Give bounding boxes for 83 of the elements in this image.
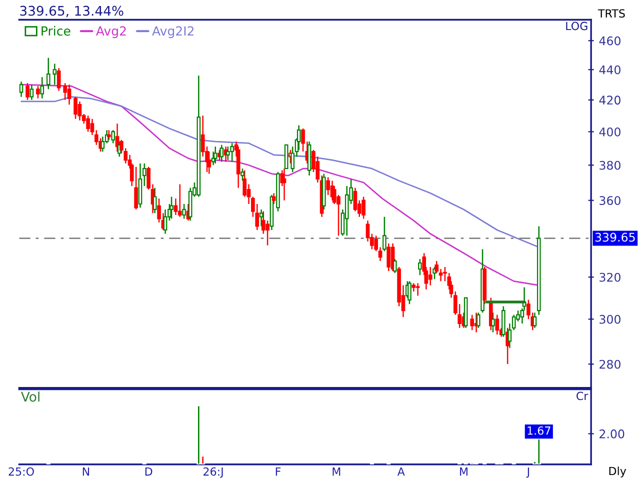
data-label: 1.67	[528, 426, 550, 435]
candlestick	[236, 146, 240, 188]
candlestick	[438, 268, 443, 282]
candlestick	[78, 100, 82, 122]
candlestick	[178, 184, 182, 218]
candlestick	[272, 192, 276, 205]
candlestick	[170, 196, 174, 220]
legend-label: Avg2I2	[152, 26, 194, 38]
candlestick	[382, 216, 386, 252]
candlestick	[174, 198, 178, 216]
candlestick	[353, 187, 358, 212]
candlestick	[476, 312, 480, 329]
candlestick	[52, 63, 57, 86]
x-tick-label: A	[397, 467, 405, 476]
x-tick-label: M	[332, 467, 340, 476]
candlestick	[230, 142, 234, 162]
candlestick	[366, 220, 370, 242]
candlestick	[408, 280, 412, 305]
y-tick-label: 280	[600, 360, 620, 369]
candlestick	[428, 266, 432, 286]
candlestick	[362, 196, 366, 220]
x-tick-label: 25:O	[8, 467, 34, 476]
candlestick	[491, 312, 495, 333]
candlestick	[40, 76, 44, 100]
y-tick-label: 400	[599, 127, 620, 136]
candlestick	[386, 242, 391, 272]
y-tick-label: 380	[600, 160, 620, 170]
x-tick-label: J	[526, 467, 530, 478]
candlestick	[134, 166, 138, 210]
candlestick	[418, 258, 422, 276]
candlestick	[213, 146, 218, 164]
chart-title: 339.65, 13.44%	[20, 6, 124, 18]
candlestick	[266, 220, 270, 246]
candlestick	[416, 282, 420, 296]
candlestick	[495, 314, 500, 336]
y-tick-label: 440	[599, 65, 620, 74]
candlestick	[152, 187, 157, 214]
candlestick	[207, 150, 212, 174]
candlestick	[470, 314, 474, 331]
legend-label: Price	[42, 26, 70, 36]
candlestick	[532, 312, 537, 329]
candlestick	[182, 203, 186, 220]
text: Dly	[609, 466, 626, 478]
ref-line-label: 339.65	[595, 232, 635, 242]
candlestick	[284, 144, 288, 170]
x-tick-label: M	[460, 467, 468, 476]
candlestick	[163, 208, 168, 234]
y-tick-label: 2.00	[600, 429, 624, 438]
legend-label: Avg2	[96, 26, 126, 38]
y-tick-label: 460	[599, 36, 620, 46]
text: TRTS	[598, 9, 625, 18]
candlestick	[226, 146, 230, 161]
candlestick	[67, 84, 72, 106]
x-tick-label: 26:J	[204, 467, 223, 478]
y-tick-label: 420	[599, 96, 620, 105]
candlestick	[36, 85, 40, 100]
candlestick	[19, 80, 24, 98]
y-tick-label: 300	[600, 314, 620, 324]
candlestick	[26, 82, 30, 101]
candlestick	[259, 208, 264, 227]
candlestick	[56, 68, 61, 92]
candlestick	[107, 129, 111, 141]
candlestick	[86, 115, 90, 132]
x-tick-label: N	[82, 467, 90, 476]
candlestick	[240, 168, 244, 182]
x-tick-label: F	[276, 467, 281, 476]
annotation: LOG	[566, 22, 588, 30]
x-tick-label: D	[145, 467, 152, 476]
candlestick	[30, 84, 34, 101]
candlestick	[282, 168, 286, 201]
candlestick	[220, 144, 224, 162]
candlestick	[111, 129, 116, 144]
y-tick-label: 320	[600, 272, 620, 282]
line-series	[20, 84, 540, 286]
bar	[196, 404, 201, 464]
annotation: Cr	[576, 392, 588, 400]
bar	[536, 438, 541, 464]
candlestick	[392, 258, 397, 274]
candlestick	[46, 57, 50, 90]
candlestick	[63, 82, 67, 101]
chart-title: Vol	[20, 392, 40, 402]
candlestick	[74, 96, 78, 120]
y-tick-label: 360	[600, 196, 620, 206]
